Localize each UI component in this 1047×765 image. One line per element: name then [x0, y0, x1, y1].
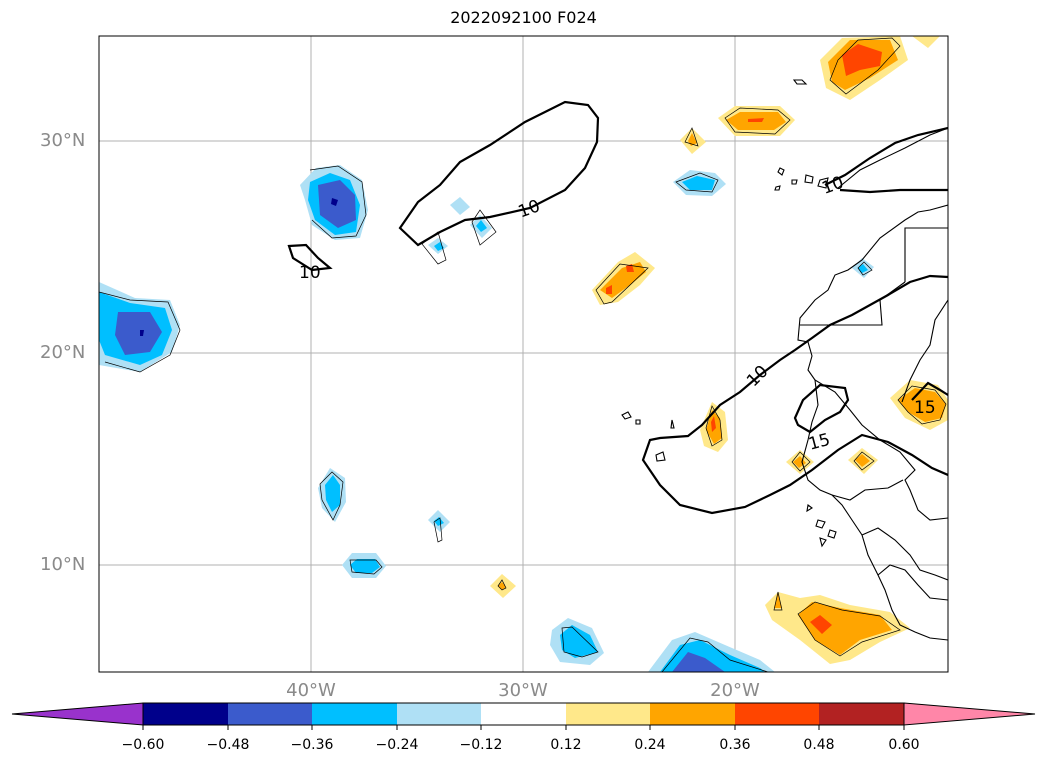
colorbar-tick-label: 0.24	[634, 737, 666, 753]
colorbar-tick-label: −0.48	[206, 737, 250, 753]
colorbar-extend-high	[903, 702, 1036, 726]
contour-label: 15	[914, 398, 936, 418]
blob-21w-4n-inner	[672, 652, 725, 672]
cape-verde	[621, 411, 675, 462]
colorbar-tick-label: −0.60	[121, 737, 165, 753]
contour-10-africa	[641, 274, 948, 515]
madeira	[792, 79, 808, 85]
contour-lines	[287, 100, 948, 515]
negative-anomaly-blobs	[99, 165, 874, 672]
lon-label: 20°W	[710, 680, 760, 701]
blob-22w-30n-inner	[688, 133, 697, 146]
blob-32w-27n	[450, 197, 470, 215]
blob-34w-12n-inner	[434, 517, 444, 526]
blob-15w-6n-mid	[798, 602, 892, 655]
lon-label: 40°W	[286, 680, 336, 701]
colorbar-tick-label: 0.12	[550, 737, 582, 753]
blob-39w-13n-mid	[325, 475, 340, 512]
country-border-5	[861, 527, 948, 581]
map-title: 2022092100 F024	[450, 8, 597, 27]
contour-10-ne-2	[824, 126, 948, 186]
colorbar-bin	[228, 703, 312, 725]
map-frame	[98, 35, 949, 673]
colorbar-bin	[481, 703, 566, 725]
colorbar-bin	[566, 703, 650, 725]
blob-20w-28n-inner	[682, 176, 715, 190]
country-border-6	[877, 564, 948, 601]
positive-anomaly-blobs	[490, 36, 948, 664]
gridlines	[99, 36, 948, 672]
colorbar-tick-label: −0.12	[459, 737, 503, 753]
contour-10-central	[398, 100, 600, 247]
contour-15-east	[911, 381, 948, 401]
colorbar-bin	[819, 703, 904, 725]
colorbar-tick-label: −0.24	[375, 737, 419, 753]
blob-15w-6n-inner	[810, 615, 832, 634]
country-border-2	[800, 281, 906, 326]
blob-31w-26n-inner	[476, 220, 487, 232]
contour-15-sahel	[793, 383, 850, 434]
map-plot-area: 10 10 10 10 15 15	[99, 36, 948, 672]
lat-label: 20°N	[40, 342, 86, 363]
colorbar-extend-low	[11, 702, 144, 726]
country-border-1	[904, 227, 948, 282]
contour-label: 10	[516, 196, 543, 222]
west-africa-small-islands	[806, 504, 837, 548]
blob-12w-18n-mid	[898, 388, 946, 422]
country-border-7	[901, 299, 948, 403]
iberia-coast	[837, 127, 948, 189]
blob-ne-corner-inner	[842, 44, 882, 76]
lon-label: 30°W	[498, 680, 548, 701]
blob-37w-10n-inner	[350, 559, 380, 573]
blob-15w-24n-inner	[858, 264, 868, 273]
blob-39w-27n-core	[331, 198, 338, 206]
blob-west-edge-core	[140, 330, 144, 336]
colorbar-bin	[397, 703, 481, 725]
contour-10-west	[287, 243, 333, 272]
colorbar	[11, 702, 1036, 730]
coastlines	[621, 79, 948, 641]
colorbar-bin	[312, 703, 397, 725]
colorbar-tick-label: 0.48	[803, 737, 835, 753]
blob-39w-27n-inner	[318, 180, 356, 228]
blob-19w-31n-inner	[748, 118, 764, 122]
blob-21w-17n-inner	[711, 416, 716, 432]
africa-coast	[797, 204, 948, 641]
colorbar-tick-label: 0.60	[888, 737, 920, 753]
blob-25w-23n-inner	[606, 264, 634, 294]
colorbar-tick-label: −0.36	[290, 737, 334, 753]
contour-10-ne	[839, 188, 948, 194]
blob-ne-small	[912, 36, 940, 48]
lat-label: 10°N	[40, 554, 86, 575]
blob-15w-15n-inner	[855, 454, 870, 467]
blob-27w-6n-inner	[560, 625, 598, 658]
country-border-4	[831, 479, 904, 501]
colorbar-bin	[143, 703, 228, 725]
lat-label: 30°N	[40, 130, 86, 151]
blob-west-edge-inner	[115, 312, 162, 355]
contour-label: 10	[299, 263, 321, 283]
contour-label: 15	[806, 430, 832, 455]
canary-islands	[774, 167, 829, 191]
country-border-3	[814, 379, 948, 521]
blob-15w-7n-small	[774, 593, 782, 608]
colorbar-tick-label: 0.36	[719, 737, 751, 753]
colorbar-bin	[650, 703, 735, 725]
colorbar-bin	[735, 703, 819, 725]
